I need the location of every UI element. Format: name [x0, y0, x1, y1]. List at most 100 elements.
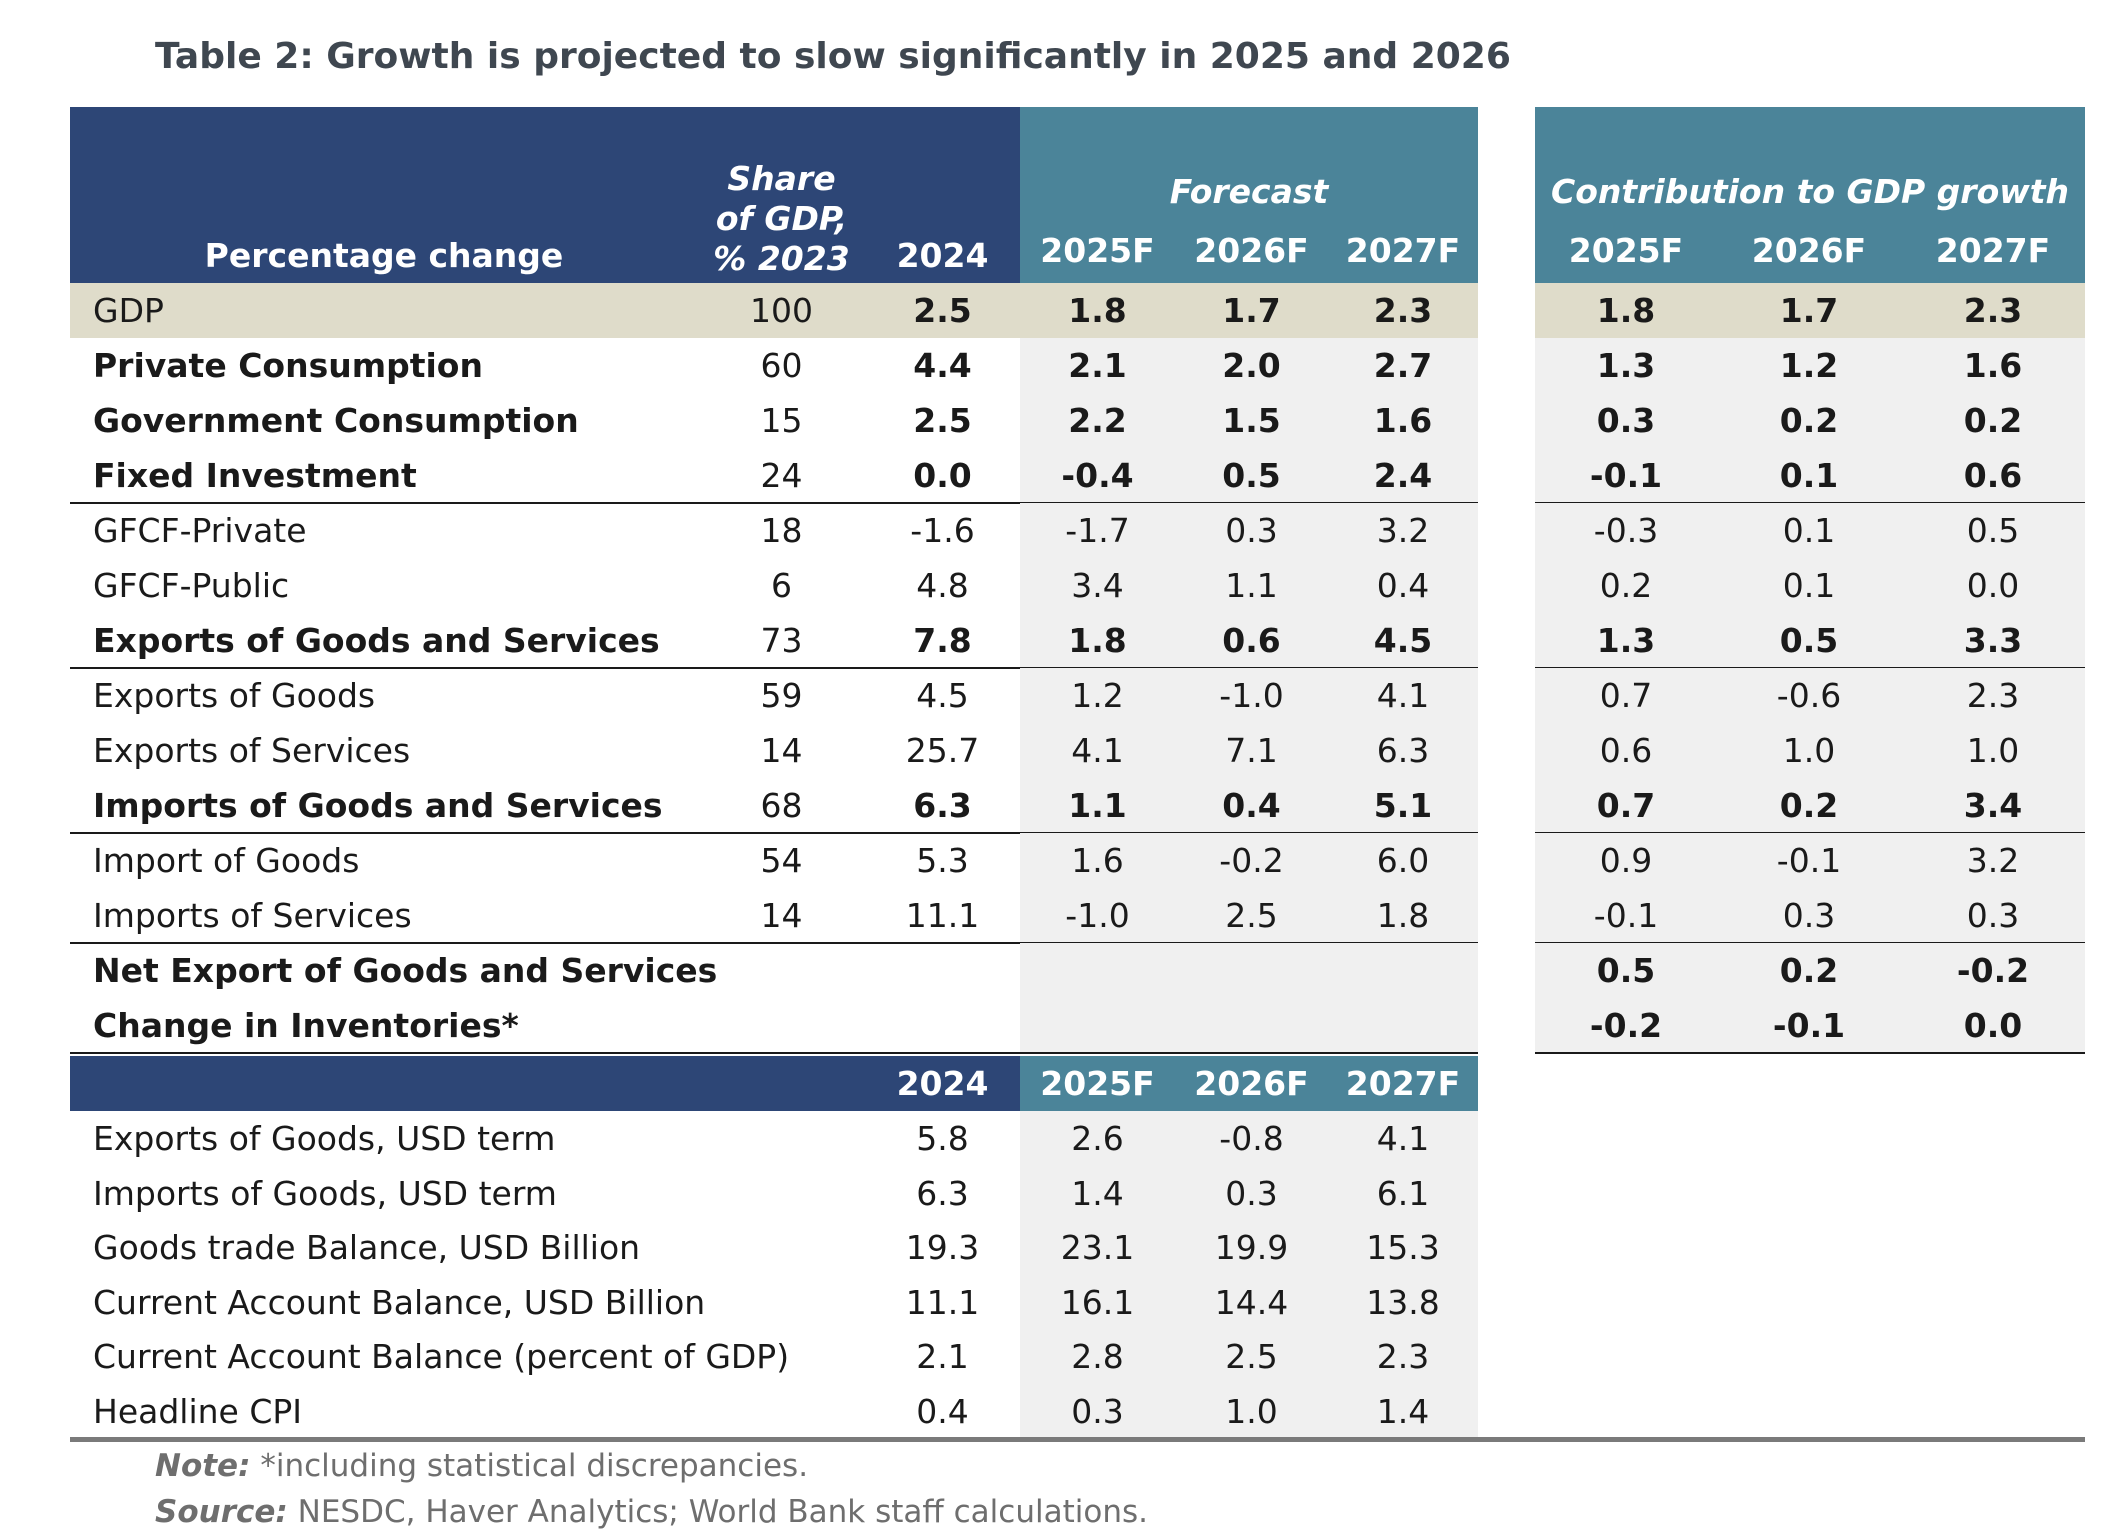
- row-contribution: 0.2: [1717, 393, 1901, 448]
- row-label: Goods trade Balance, USD Billion: [93, 1228, 641, 1267]
- row-share: [698, 943, 865, 998]
- row-contribution: 1.7: [1717, 283, 1901, 338]
- row-share: [698, 998, 865, 1053]
- lower-header-2024: 2024: [865, 1056, 1020, 1111]
- table-row: Imports of Services 14 11.1 -1.0 2.5 1.8 -0.1 0…: [70, 888, 2085, 943]
- table-row: Net Export of Goods and Services 0.5 0.2 -0…: [70, 943, 2085, 998]
- row-label: Exports of Goods, USD term: [93, 1119, 556, 1158]
- row-value: 2.7: [1328, 338, 1478, 393]
- table-row: Change in Inventories* -0.2 -0.1 0.0: [70, 998, 2085, 1053]
- column-gap: [1478, 833, 1535, 888]
- row-value: 2.5: [913, 401, 972, 440]
- lower-table-row: Exports of Goods, USD term 5.8 2.6 -0.8 4.1: [70, 1111, 2085, 1166]
- header-2026f: 2026F: [1175, 217, 1328, 283]
- row-value: 6.3: [916, 1173, 969, 1213]
- row-contribution: 0.2: [1717, 778, 1901, 833]
- row-value: 5.1: [1328, 778, 1478, 833]
- row-contribution: 0.5: [1535, 943, 1717, 998]
- header-forecast: Forecast: [1020, 107, 1478, 217]
- row-value: 1.0: [1175, 1383, 1328, 1439]
- row-value: 2.5: [1175, 888, 1328, 943]
- source-label: Source:: [155, 1494, 288, 1530]
- row-value: [1175, 943, 1328, 998]
- header-contrib-year-2025f: 2025F: [1568, 230, 1684, 270]
- row-value: 11.1: [905, 1282, 980, 1322]
- row-contribution: 0.1: [1717, 448, 1901, 503]
- row-value: 0.0: [913, 456, 972, 495]
- row-label: Exports of Goods: [93, 676, 376, 715]
- row-value: 1.2: [1020, 668, 1175, 723]
- table-row: Exports of Goods and Services 73 7.8 1.8 0.6…: [70, 613, 2085, 668]
- row-contribution: -0.2: [1535, 998, 1717, 1053]
- row-value: 2.1: [1020, 338, 1175, 393]
- row-label: GDP: [70, 283, 698, 338]
- header-share-line3: % 2023: [713, 239, 850, 278]
- row-value: -0.2: [1175, 833, 1328, 888]
- header-contrib-year-2026f: 2026F: [1751, 230, 1867, 270]
- header-share-line2: of GDP,: [715, 199, 848, 238]
- row-separator: [70, 1052, 1478, 1054]
- row-value: 2.3: [1328, 283, 1478, 338]
- row-value: 0.3: [1175, 503, 1328, 558]
- row-label: Current Account Balance, USD Billion: [93, 1282, 706, 1322]
- row-contribution: 0.0: [1901, 998, 2085, 1053]
- header-contribution-label: Contribution to GDP growth: [1550, 172, 2069, 211]
- row-value: 1.5: [1175, 393, 1328, 448]
- row-value: 0.5: [1175, 448, 1328, 503]
- row-value: 4.1: [1020, 723, 1175, 778]
- row-value: 4.4: [913, 346, 972, 385]
- row-value: 7.1: [1175, 723, 1328, 778]
- row-contribution: 0.1: [1717, 558, 1901, 613]
- column-gap: [1478, 338, 1535, 393]
- row-share: 18: [760, 511, 803, 550]
- table-row: Government Consumption 15 2.5 2.2 1.5 1.6 0.3 0…: [70, 393, 2085, 448]
- table-row: Imports of Goods and Services 68 6.3 1.1 0.4…: [70, 778, 2085, 833]
- row-value: 2.1: [916, 1337, 969, 1376]
- column-gap: [1478, 393, 1535, 448]
- row-value: [1328, 943, 1478, 998]
- row-value: 2.5: [1175, 1329, 1328, 1384]
- row-value: 6.1: [1328, 1165, 1478, 1221]
- row-value: 1.7: [1175, 283, 1328, 338]
- row-value: 19.3: [905, 1228, 980, 1267]
- row-value: [865, 998, 1020, 1053]
- row-contribution: 0.6: [1901, 448, 2085, 503]
- row-contribution: 1.6: [1901, 338, 2085, 393]
- header-percentage-change: Percentage change: [70, 107, 698, 283]
- row-value: 2.6: [1020, 1111, 1175, 1166]
- header-share-line1: Share: [727, 159, 836, 198]
- column-gap: [1478, 283, 1535, 338]
- row-contribution: 2.3: [1901, 668, 2085, 723]
- row-contribution: 0.7: [1535, 778, 1717, 833]
- row-value: 1.8: [1328, 888, 1478, 943]
- row-value: 2.5: [865, 283, 1020, 338]
- row-contribution: 0.2: [1535, 558, 1717, 613]
- table-row: Exports of Services 14 25.7 4.1 7.1 6.3 0.6 1.0…: [70, 723, 2085, 778]
- row-value: 2.8: [1020, 1329, 1175, 1384]
- row-value: 6.3: [913, 786, 972, 825]
- table-row: Import of Goods 54 5.3 1.6 -0.2 6.0 0.9 -0.1 3.2: [70, 833, 2085, 888]
- row-contribution: -0.1: [1717, 833, 1901, 888]
- row-label: Import of Goods: [93, 841, 360, 880]
- source-text: NESDC, Haver Analytics; World Bank staff…: [287, 1494, 1148, 1530]
- row-value: 19.9: [1175, 1220, 1328, 1275]
- row-label: Government Consumption: [93, 401, 579, 440]
- row-value: 1.8: [1020, 283, 1175, 338]
- note-text: *including statistical discrepancies.: [250, 1448, 809, 1484]
- row-contribution: 0.3: [1901, 888, 2085, 943]
- header-2024: 2024: [865, 107, 1020, 283]
- row-value: 1.1: [1175, 558, 1328, 613]
- row-value: 5.3: [916, 841, 969, 880]
- lower-table-row: Current Account Balance (percent of GDP)…: [70, 1329, 2085, 1384]
- table-note: Note: *including statistical discrepanci…: [155, 1448, 808, 1484]
- row-value: 6.0: [1328, 833, 1478, 888]
- column-gap: [1478, 558, 1535, 613]
- row-label: Fixed Investment: [93, 456, 417, 495]
- row-contribution: 0.7: [1535, 668, 1717, 723]
- row-value: 1.8: [1020, 613, 1175, 668]
- row-label: Imports of Services: [93, 896, 412, 935]
- row-label: Net Export of Goods and Services: [93, 951, 718, 990]
- header-percentage-change-label: Percentage change: [204, 236, 564, 275]
- table-row: GDP 100 2.5 1.8 1.7 2.3 1.8 1.7 2.3: [70, 283, 2085, 338]
- row-value: 4.5: [916, 676, 969, 715]
